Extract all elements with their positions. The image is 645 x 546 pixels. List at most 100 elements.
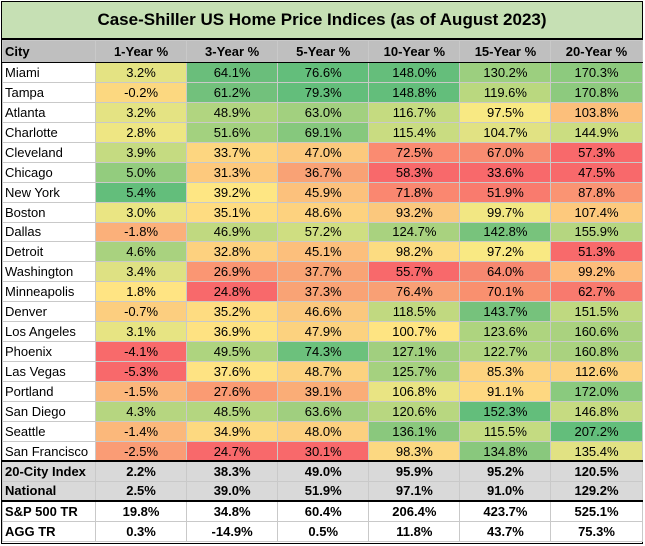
value-cell-5-year: 45.9% [277,181,370,203]
value-cell-1-year: 3.4% [94,261,188,283]
value-cell-1-year: -0.7% [94,301,188,323]
column-header-15-year: 15-Year % [459,40,552,63]
header-row: City 1-Year % 3-Year % 5-Year % 10-Year … [2,40,643,63]
table-row-atlanta: Atlanta 3.2% 48.9% 63.0% 116.7% 97.5% 103.8% [2,101,643,123]
value-cell-5-year: 57.2% [277,221,370,243]
city-name-cell: National [2,480,96,502]
value-cell-10-year: 93.2% [368,201,461,223]
value-cell-15-year: 115.5% [459,420,552,442]
city-name-cell: Phoenix [2,341,96,363]
value-cell-10-year: 100.7% [368,321,461,343]
value-cell-15-year: 91.1% [459,381,552,402]
column-header-10-year: 10-Year % [368,40,461,63]
value-cell-3-year: 24.8% [186,281,279,303]
value-cell-1-year: 5.0% [94,161,188,183]
value-cell-20-year: 160.8% [550,341,643,363]
column-header-city: City [2,40,96,63]
table-row-s-p-500-tr: S&P 500 TR 19.8% 34.8% 60.4% 206.4% 423.7% 525… [2,500,643,522]
table-row-minneapolis: Minneapolis 1.8% 24.8% 37.3% 76.4% 70.1% 62.7% [2,281,643,303]
value-cell-1-year: 5.4% [94,181,188,203]
value-cell-10-year: 76.4% [368,281,461,303]
value-cell-20-year: 99.2% [550,261,643,283]
value-cell-20-year: 207.2% [550,420,643,442]
city-name-cell: Las Vegas [2,361,96,382]
value-cell-5-year: 48.7% [277,361,370,382]
city-name-cell: Minneapolis [2,281,96,303]
value-cell-20-year: 112.6% [550,361,643,382]
value-cell-5-year: 47.9% [277,321,370,343]
value-cell-3-year: 39.2% [186,181,279,203]
column-header-1-year: 1-Year % [94,40,188,63]
table-row-phoenix: Phoenix -4.1% 49.5% 74.3% 127.1% 122.7% 160.8% [2,341,643,363]
value-cell-15-year: 85.3% [459,361,552,382]
value-cell-20-year: 75.3% [550,520,643,542]
value-cell-1-year: 3.9% [94,141,188,163]
value-cell-10-year: 72.5% [368,141,461,163]
city-name-cell: San Francisco [2,440,96,462]
value-cell-1-year: 1.8% [94,281,188,303]
value-cell-15-year: 67.0% [459,141,552,163]
value-cell-15-year: 64.0% [459,261,552,283]
table-row-20-city-index: 20-City Index 2.2% 38.3% 49.0% 95.9% 95.2% 120… [2,460,643,482]
value-cell-20-year: 135.4% [550,440,643,462]
value-cell-20-year: 107.4% [550,201,643,223]
value-cell-5-year: 76.6% [277,62,370,83]
value-cell-10-year: 55.7% [368,261,461,283]
value-cell-20-year: 51.3% [550,241,643,263]
value-cell-15-year: 119.6% [459,81,552,103]
value-cell-10-year: 206.4% [368,500,461,522]
table-body: Miami 3.2% 64.1% 76.6% 148.0% 130.2% 170.3% Tam… [2,62,643,542]
value-cell-5-year: 74.3% [277,341,370,363]
value-cell-20-year: 525.1% [550,500,643,522]
value-cell-15-year: 97.5% [459,101,552,123]
city-name-cell: San Diego [2,400,96,422]
value-cell-3-year: 46.9% [186,221,279,243]
value-cell-15-year: 423.7% [459,500,552,522]
value-cell-15-year: 122.7% [459,341,552,363]
value-cell-15-year: 143.7% [459,301,552,323]
table-row-washington: Washington 3.4% 26.9% 37.7% 55.7% 64.0% 99.2% [2,261,643,283]
value-cell-5-year: 46.6% [277,301,370,323]
value-cell-1-year: 0.3% [94,520,188,542]
value-cell-20-year: 57.3% [550,141,643,163]
value-cell-3-year: 32.8% [186,241,279,263]
city-name-cell: S&P 500 TR [2,500,96,522]
value-cell-20-year: 129.2% [550,480,643,502]
table-row-chicago: Chicago 5.0% 31.3% 36.7% 58.3% 33.6% 47.5% [2,161,643,183]
value-cell-5-year: 45.1% [277,241,370,263]
city-name-cell: Portland [2,381,96,402]
value-cell-5-year: 30.1% [277,440,370,462]
value-cell-10-year: 106.8% [368,381,461,402]
value-cell-15-year: 95.2% [459,460,552,482]
table-row-national: National 2.5% 39.0% 51.9% 97.1% 91.0% 129.2% [2,480,643,502]
city-name-cell: Seattle [2,420,96,442]
city-name-cell: New York [2,181,96,203]
city-name-cell: Chicago [2,161,96,183]
value-cell-3-year: -14.9% [186,520,279,542]
table-row-boston: Boston 3.0% 35.1% 48.6% 93.2% 99.7% 107.4% [2,201,643,223]
value-cell-20-year: 87.8% [550,181,643,203]
value-cell-3-year: 48.9% [186,101,279,123]
value-cell-20-year: 170.8% [550,81,643,103]
city-name-cell: Washington [2,261,96,283]
value-cell-15-year: 142.8% [459,221,552,243]
value-cell-5-year: 36.7% [277,161,370,183]
value-cell-1-year: 3.1% [94,321,188,343]
value-cell-1-year: 3.0% [94,201,188,223]
value-cell-15-year: 43.7% [459,520,552,542]
value-cell-3-year: 33.7% [186,141,279,163]
table-row-agg-tr: AGG TR 0.3% -14.9% 0.5% 11.8% 43.7% 75.3% [2,520,643,542]
table-row-san-francisco: San Francisco -2.5% 24.7% 30.1% 98.3% 134.8% 1… [2,440,643,462]
value-cell-3-year: 34.9% [186,420,279,442]
value-cell-1-year: -1.4% [94,420,188,442]
value-cell-20-year: 47.5% [550,161,643,183]
value-cell-10-year: 136.1% [368,420,461,442]
value-cell-5-year: 69.1% [277,121,370,143]
value-cell-5-year: 48.6% [277,201,370,223]
value-cell-20-year: 144.9% [550,121,643,143]
value-cell-20-year: 170.3% [550,62,643,83]
city-name-cell: Los Angeles [2,321,96,343]
value-cell-1-year: 3.2% [94,101,188,123]
column-header-3-year: 3-Year % [186,40,279,63]
